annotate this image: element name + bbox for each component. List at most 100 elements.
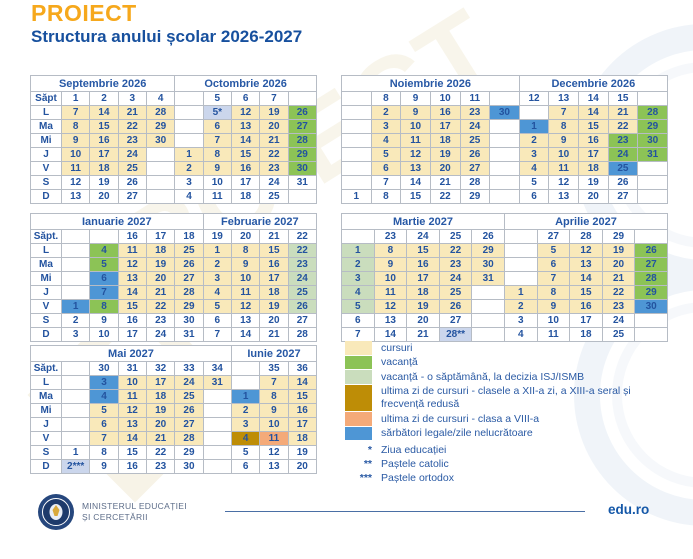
week-number-cell [89,229,119,244]
day-cell: 9 [60,133,91,148]
day-cell [471,313,505,328]
note-symbol: ** [363,458,372,470]
week-number-cell [60,361,91,376]
day-cell: 28 [287,327,318,342]
day-cell: 12 [569,243,603,258]
legend-swatch [345,370,372,384]
week-number-cell: 11 [459,91,491,106]
day-cell: 20 [578,189,609,204]
day-cell: 18 [429,133,461,148]
day-cell: 15 [569,285,603,300]
day-cell: 1 [60,299,91,314]
week-number-row: 23 24 25 26 27 28 29 [341,229,668,244]
week-number-cell: 17 [145,229,176,244]
legend-note: ** Paștele catolic [345,457,667,471]
day-cell: 11 [400,133,431,148]
day-cell: 15 [406,243,440,258]
day-cell: 6 [536,257,571,272]
month-header: Iunie 2027 [230,345,318,362]
day-cell: 23 [287,257,318,272]
note-label: Paștele catolic [381,458,449,470]
day-cell: 2 [202,257,232,272]
day-cell: 29 [174,299,204,314]
legend-notes: * Ziua educației ** Paștele catolic *** Paște… [345,443,667,485]
day-cell: 1 [341,189,372,204]
day-cell: 31 [471,271,505,286]
day-cell: 27 [459,161,491,176]
day-cell [341,147,372,162]
day-cell: 26 [287,105,318,120]
day-cell: 4 [370,133,402,148]
week-number-cell: 15 [607,91,639,106]
edu-ro-label: edu.ro [608,502,650,517]
day-cell: 18 [89,161,119,176]
day-cell: 20 [406,313,440,328]
week-number-cell: 26 [471,229,505,244]
day-cell: 8 [373,243,408,258]
day-of-week-label: Ma [30,389,62,404]
legend-label: vacanță [381,356,418,368]
day-cell: 24 [438,271,473,286]
day-cell: 27 [607,189,639,204]
week-number-cell: 21 [259,229,289,244]
day-cell: 6 [202,313,232,328]
day-cell [489,119,520,134]
week-row-label: Săpt [30,91,62,106]
day-cell: 19 [287,445,318,460]
day-cell [60,431,91,446]
day-of-week-label: Mi [30,133,62,148]
day-cell: 25 [259,189,289,204]
day-cell [637,189,668,204]
day-cell: 12 [259,445,289,460]
ministry-name: MINISTERUL EDUCAȚIEI ȘI CERCETĂRII [82,501,187,523]
week-number-cell [637,91,668,106]
day-cell: 18 [287,431,318,446]
day-cell: 19 [259,299,289,314]
day-cell [634,313,668,328]
week-number-cell: 19 [202,229,232,244]
day-cell: 21 [429,175,461,190]
day-cell: 14 [117,431,147,446]
day-cell: 8 [536,285,571,300]
day-cell: 28 [634,271,668,286]
legend-item: vacanță - o săptămână, la decizia ISJ/IS… [345,370,667,384]
day-cell: 7 [89,285,119,300]
day-cell: 12 [373,299,408,314]
month-header: Octombrie 2026 [174,75,317,92]
legend-label: ultima zi de cursuri - clasele a XII-a z… [381,385,631,410]
day-cell: 14 [400,175,431,190]
day-cell: 22 [607,119,639,134]
day-cell: 4 [230,431,261,446]
day-cell: 12 [60,175,91,190]
week-number-row: Săpt 1 2 3 4 5 6 7 [30,91,318,106]
day-row: 7 14 21 28** 4 11 18 25 [341,327,668,342]
day-cell: 12 [117,403,147,418]
day-of-week-label: S [30,175,62,190]
day-cell: 7 [60,105,91,120]
day-cell: 19 [145,403,176,418]
day-cell: 25 [607,161,639,176]
week-number-cell: 13 [548,91,579,106]
day-cell: 22 [117,119,147,134]
day-cell: 8 [202,147,232,162]
day-row: Ma 4 11 18 25 1 8 15 [30,389,318,404]
day-cell: 22 [429,189,461,204]
day-cell: 28** [438,327,473,342]
day-cell: 17 [578,147,609,162]
day-cell: 9 [400,105,431,120]
day-cell: 6 [341,313,375,328]
day-cell [489,133,520,148]
day-cell: 9 [230,257,261,272]
day-cell: 30 [145,133,176,148]
day-cell [230,375,261,390]
day-of-week-label: V [30,299,62,314]
day-cell: 26 [438,299,473,314]
day-cell: 23 [438,257,473,272]
day-row: 5 12 19 26 3 10 17 24 31 [341,147,668,162]
day-cell: 4 [174,189,204,204]
day-cell: 7 [536,271,571,286]
day-cell: 16 [578,133,609,148]
day-row: 5 12 19 26 2 9 16 23 30 [341,299,668,314]
day-row: Mi 5 12 19 26 2 9 16 [30,403,318,418]
day-cell: 19 [89,175,119,190]
